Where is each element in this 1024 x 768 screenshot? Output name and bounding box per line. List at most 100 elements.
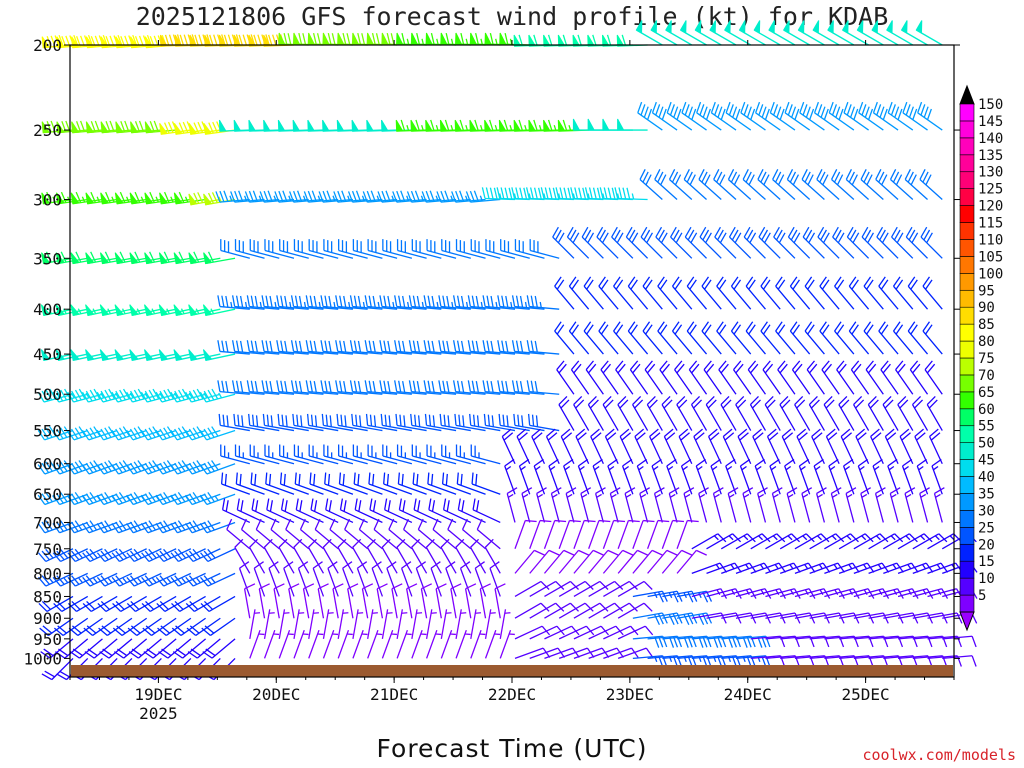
wind-barb (764, 396, 781, 431)
wind-barb (828, 458, 840, 495)
barb-staff (381, 629, 394, 659)
wind-barb (914, 428, 929, 464)
barb-staff (617, 549, 638, 574)
barb-staff (440, 629, 453, 659)
barb-feather (696, 101, 702, 114)
barb-feather (666, 549, 678, 556)
barb-feather (851, 279, 859, 290)
barb-feather (718, 324, 727, 335)
wind-barb (438, 295, 471, 310)
wind-barb (394, 295, 427, 310)
barb-feather (678, 428, 689, 438)
barb-staff (683, 178, 707, 201)
barb-feather (489, 119, 494, 132)
barb-staff (514, 580, 542, 598)
barb-feather (689, 279, 697, 290)
wind-barb (587, 396, 604, 431)
barb-staff (432, 528, 457, 550)
wind-barb (725, 101, 752, 131)
colorbar-swatch (959, 543, 975, 562)
wind-barb (714, 226, 737, 259)
barb-half-feather (655, 493, 661, 498)
barb-feather (346, 33, 351, 45)
wind-barb (786, 487, 798, 523)
barb-feather (349, 340, 354, 352)
barb-feather (174, 462, 182, 473)
barb-feather (303, 191, 309, 203)
barb-staff (573, 520, 585, 549)
barb-staff (530, 249, 560, 259)
barb-feather (912, 396, 922, 406)
barb-feather (357, 340, 362, 353)
wind-barb (931, 458, 943, 495)
wind-barb (872, 101, 899, 131)
wind-barb (270, 518, 295, 550)
barb-feather (74, 389, 82, 401)
barb-half-feather (406, 38, 410, 45)
barb-feather (533, 458, 544, 467)
barb-feather (460, 473, 463, 486)
barb-feather (144, 521, 153, 532)
colorbar-swatch (959, 256, 975, 274)
colorbar-swatch (959, 577, 975, 596)
barb-feather (71, 575, 80, 585)
barb-half-feather (70, 392, 75, 399)
barb-feather (760, 321, 768, 332)
barb-staff (412, 249, 442, 259)
barb-staff (536, 493, 546, 523)
wind-barb (642, 276, 663, 310)
barb-staff (853, 404, 870, 431)
barb-feather (554, 321, 562, 332)
barb-staff (279, 424, 309, 432)
barb-feather (221, 340, 225, 352)
barb-feather (646, 108, 653, 120)
wind-barb (798, 458, 811, 495)
barb-feather (911, 588, 919, 599)
barb-pennant (41, 36, 50, 49)
barb-feather (926, 396, 936, 406)
barb-pennant (425, 119, 433, 132)
barb-staff (309, 483, 339, 495)
wind-barb (373, 518, 398, 550)
wind-barb (842, 458, 855, 495)
barb-feather (971, 636, 977, 648)
barb-half-feather (829, 465, 836, 471)
barb-feather (41, 493, 50, 504)
barb-feather (666, 101, 672, 114)
wind-barb (784, 101, 811, 131)
barb-feather (299, 500, 303, 512)
barb-feather (436, 191, 442, 203)
barb-half-feather (210, 308, 215, 315)
barb-feather (704, 324, 712, 335)
wind-barb (904, 487, 916, 523)
barb-staff (514, 305, 545, 310)
barb-feather (821, 324, 830, 335)
barb-pennant (233, 119, 242, 132)
wind-barb (710, 101, 737, 131)
barb-staff (907, 330, 929, 355)
barb-staff (690, 404, 708, 431)
barb-feather (233, 413, 236, 426)
barb-staff (747, 369, 766, 395)
wind-barb (624, 487, 636, 523)
barb-feather (431, 380, 435, 393)
barb-feather (140, 391, 148, 403)
barb-feather (930, 432, 941, 441)
barb-feather (163, 251, 170, 263)
wind-barb (745, 321, 766, 355)
barb-staff (263, 547, 280, 574)
barb-feather (671, 276, 680, 287)
barb-feather (819, 171, 826, 183)
barb-feather (37, 429, 46, 441)
credit-link[interactable]: coolwx.com/models (862, 746, 1016, 764)
wind-barb (647, 549, 678, 574)
barb-feather (884, 428, 895, 438)
barb-feather (46, 191, 52, 203)
barb-feather (462, 415, 465, 427)
barb-feather (636, 458, 648, 467)
barb-feather (56, 493, 64, 504)
barb-staff (779, 404, 796, 431)
barb-feather (727, 487, 739, 495)
barb-feather (425, 538, 435, 548)
barb-feather (281, 414, 284, 427)
